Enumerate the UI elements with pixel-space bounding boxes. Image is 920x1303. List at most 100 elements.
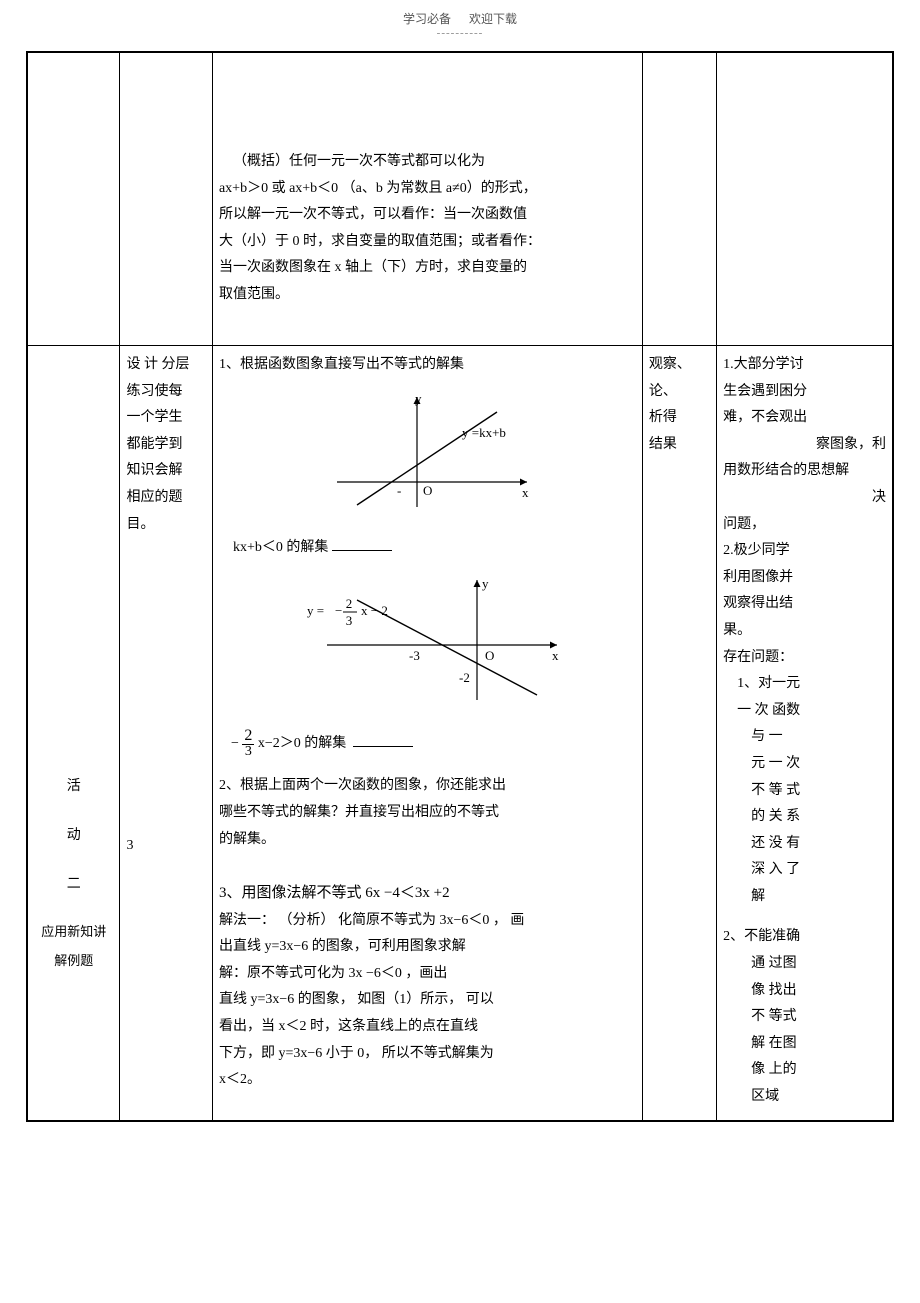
header-right: 欢迎下载 bbox=[469, 12, 517, 26]
text-line: 析得 bbox=[649, 405, 710, 432]
text-line: 出直线 y=3x−6 的图象，可利用图象求解 bbox=[219, 934, 636, 961]
text-line: 1.大部分学讨 bbox=[723, 352, 886, 379]
page-main: （概括）任何一元一次不等式都可以化为 ax+b＞0 或 ax+b＜0 （a、b … bbox=[26, 51, 894, 1122]
text-line: 直线 y=3x−6 的图象， 如图（1）所示， 可以 bbox=[219, 987, 636, 1014]
text-span: kx+b＜0 的解集 bbox=[233, 540, 328, 555]
text-line: （概括）任何一元一次不等式都可以化为 bbox=[219, 149, 636, 176]
frac-suf: x−2＞0 的解集 bbox=[258, 731, 346, 758]
text-line: 生会遇到困分 bbox=[723, 379, 886, 406]
text-line: 解：原不等式可化为 3x −6＜0 ，画出 bbox=[219, 961, 636, 988]
text-line: 用数形结合的思想解 bbox=[723, 458, 886, 485]
header-left: 学习必备 bbox=[403, 12, 451, 26]
text-line: 解例题 bbox=[34, 947, 113, 976]
graph-fn-pre: y = bbox=[307, 603, 324, 618]
text-line: 1、对一元 bbox=[723, 671, 886, 698]
text-line: 二 bbox=[34, 870, 113, 901]
cell-r2c4: 观察、 论、 析得 结果 bbox=[642, 346, 716, 1121]
text-line: ax+b＞0 或 ax+b＜0 （a、b 为常数且 a≠0）的形式， bbox=[219, 176, 636, 203]
cell-r2c5: 1.大部分学讨 生会遇到困分 难，不会观出 察图象，利 用数形结合的思想解 决 … bbox=[717, 346, 893, 1121]
text-line: 哪些不等式的解集？并直接写出相应的不等式 bbox=[219, 800, 636, 827]
text-line: 解法一： （分析） 化简原不等式为 3x−6＜0 ， 画 bbox=[219, 908, 636, 935]
text-line: 看出，当 x＜2 时，这条直线上的点在直线 bbox=[219, 1014, 636, 1041]
text-line: 应用新知讲 bbox=[34, 918, 113, 947]
graph-fn-suf: x − 2 bbox=[361, 603, 388, 618]
text-line: 深 入 了 bbox=[723, 857, 886, 884]
cell-r1c5 bbox=[717, 53, 893, 346]
text-line: 察图象，利 bbox=[723, 432, 886, 459]
text-line: 解 在图 bbox=[723, 1031, 886, 1058]
text-line: 3 bbox=[126, 838, 205, 854]
text-line: 元 一 次 bbox=[723, 751, 886, 778]
cell-r1c1 bbox=[28, 53, 120, 346]
text-line: 都能学到 bbox=[126, 432, 205, 459]
text-line: 取值范围。 bbox=[219, 282, 636, 309]
graph-tick: -3 bbox=[409, 648, 420, 663]
text-line: 大（小）于 0 时，求自变量的取值范围；或者看作： bbox=[219, 229, 636, 256]
text-line: 一个学生 bbox=[126, 405, 205, 432]
graph-origin: O bbox=[423, 483, 432, 498]
text-line: 3、用图像法解不等式 6x −4＜3x +2 bbox=[219, 879, 636, 908]
header-dash: ---------- bbox=[0, 27, 920, 39]
graph-fn-neg: − bbox=[335, 603, 342, 618]
text-line: 难，不会观出 bbox=[723, 405, 886, 432]
cell-r2c2: 设 计 分层 练习使每 一个学生 都能学到 知识会解 相应的题 目。 3 bbox=[120, 346, 212, 1121]
text-line: 果。 bbox=[723, 618, 886, 645]
table-row: 活 动 二 应用新知讲 解例题 设 计 分层 练习使每 一个学生 都能学到 知识… bbox=[28, 346, 893, 1121]
text-line: 设 计 分层 bbox=[126, 352, 205, 379]
text-line: 活 bbox=[34, 772, 113, 803]
blank-line bbox=[332, 536, 392, 551]
axis-y-label: y bbox=[482, 576, 489, 591]
text-line: 通 过图 bbox=[723, 951, 886, 978]
graph-tick: -2 bbox=[459, 670, 470, 685]
text-line: 不 等 式 bbox=[723, 778, 886, 805]
main-table: （概括）任何一元一次不等式都可以化为 ax+b＞0 或 ax+b＜0 （a、b … bbox=[27, 52, 893, 1121]
text-line: 2、根据上面两个一次函数的图象，你还能求出 bbox=[219, 773, 636, 800]
text-line: 目。 bbox=[126, 512, 205, 539]
text-line: 像 找出 bbox=[723, 978, 886, 1005]
graph-dash: - bbox=[397, 483, 401, 498]
frac-den: 3 bbox=[242, 745, 254, 759]
cell-r2c3: 1、根据函数图象直接写出不等式的解集 y x bbox=[212, 346, 642, 1121]
text-line: 所以解一元一次不等式，可以看作：当一次函数值 bbox=[219, 202, 636, 229]
text-line: 决 bbox=[723, 485, 886, 512]
text-line: 观察得出结 bbox=[723, 591, 886, 618]
text-line: x＜2。 bbox=[219, 1067, 636, 1094]
text-line: 区域 bbox=[723, 1084, 886, 1111]
text-line: 观察、 bbox=[649, 352, 710, 379]
text-line: 一 次 函数 bbox=[723, 698, 886, 725]
frac-num: 2 bbox=[242, 728, 254, 745]
text-line: 的解集。 bbox=[219, 827, 636, 854]
text-line: 练习使每 bbox=[126, 379, 205, 406]
text-line: 结果 bbox=[649, 432, 710, 459]
blank-line bbox=[353, 732, 413, 747]
text-line: 动 bbox=[34, 821, 113, 852]
graph-fn-den: 3 bbox=[346, 613, 353, 628]
text-line: 论、 bbox=[649, 379, 710, 406]
text-line: 2、不能准确 bbox=[723, 924, 886, 951]
text-line: kx+b＜0 的解集 bbox=[219, 535, 636, 562]
text-line: 还 没 有 bbox=[723, 831, 886, 858]
graph-1: y x y =kx+b - O bbox=[219, 387, 636, 528]
text-line: 问题， bbox=[723, 512, 886, 539]
frac-neg: − bbox=[231, 731, 239, 758]
text-line: 与 一 bbox=[723, 724, 886, 751]
text-line: 相应的题 bbox=[126, 485, 205, 512]
graph-2: y x O -3 -2 y = − 2 3 x − 2 bbox=[219, 570, 636, 721]
text-line: 2.极少同学 bbox=[723, 538, 886, 565]
text-line: 知识会解 bbox=[126, 458, 205, 485]
cell-r1c3: （概括）任何一元一次不等式都可以化为 ax+b＞0 或 ax+b＜0 （a、b … bbox=[212, 53, 642, 346]
graph-origin: O bbox=[485, 648, 494, 663]
text-line: 当一次函数图象在 x 轴上（下）方时，求自变量的 bbox=[219, 255, 636, 282]
text-line: 像 上的 bbox=[723, 1057, 886, 1084]
graph-fn-label: y =kx+b bbox=[462, 425, 506, 440]
cell-r1c2 bbox=[120, 53, 212, 346]
text-line: 不 等式 bbox=[723, 1004, 886, 1031]
graph-fn-num: 2 bbox=[346, 596, 353, 611]
cell-r2c1: 活 动 二 应用新知讲 解例题 bbox=[28, 346, 120, 1121]
table-row: （概括）任何一元一次不等式都可以化为 ax+b＞0 或 ax+b＜0 （a、b … bbox=[28, 53, 893, 346]
cell-r1c4 bbox=[642, 53, 716, 346]
text-line: 的 关 系 bbox=[723, 804, 886, 831]
axis-x-label: x bbox=[522, 485, 529, 500]
text-line: 解 bbox=[723, 884, 886, 911]
text-line: 下方，即 y=3x−6 小于 0， 所以不等式解集为 bbox=[219, 1041, 636, 1068]
